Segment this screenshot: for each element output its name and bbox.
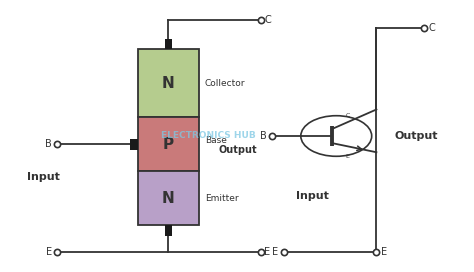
Text: Output: Output	[395, 131, 438, 141]
Text: E: E	[381, 247, 387, 257]
Text: N: N	[162, 76, 175, 91]
Text: Emitter: Emitter	[205, 194, 238, 203]
Text: B: B	[45, 139, 52, 149]
Text: C: C	[428, 23, 435, 33]
Text: Base: Base	[205, 135, 227, 144]
Text: N: N	[162, 191, 175, 206]
Text: Input: Input	[27, 172, 60, 182]
Bar	[138, 117, 199, 171]
Text: Output: Output	[218, 144, 257, 154]
Text: Collector: Collector	[205, 79, 246, 88]
Bar	[164, 39, 172, 50]
Text: E: E	[346, 154, 350, 159]
Text: P: P	[163, 137, 174, 152]
Text: C: C	[346, 113, 350, 118]
Text: E: E	[264, 247, 271, 257]
Text: C: C	[264, 15, 271, 25]
Bar	[138, 50, 199, 117]
Bar	[138, 171, 199, 225]
Text: E: E	[46, 247, 52, 257]
Bar	[130, 139, 138, 150]
Text: E: E	[273, 247, 279, 257]
Bar	[164, 225, 172, 236]
Text: ELECTRONICS HUB: ELECTRONICS HUB	[161, 131, 256, 141]
Text: Input: Input	[296, 190, 329, 200]
Text: B: B	[260, 131, 267, 141]
